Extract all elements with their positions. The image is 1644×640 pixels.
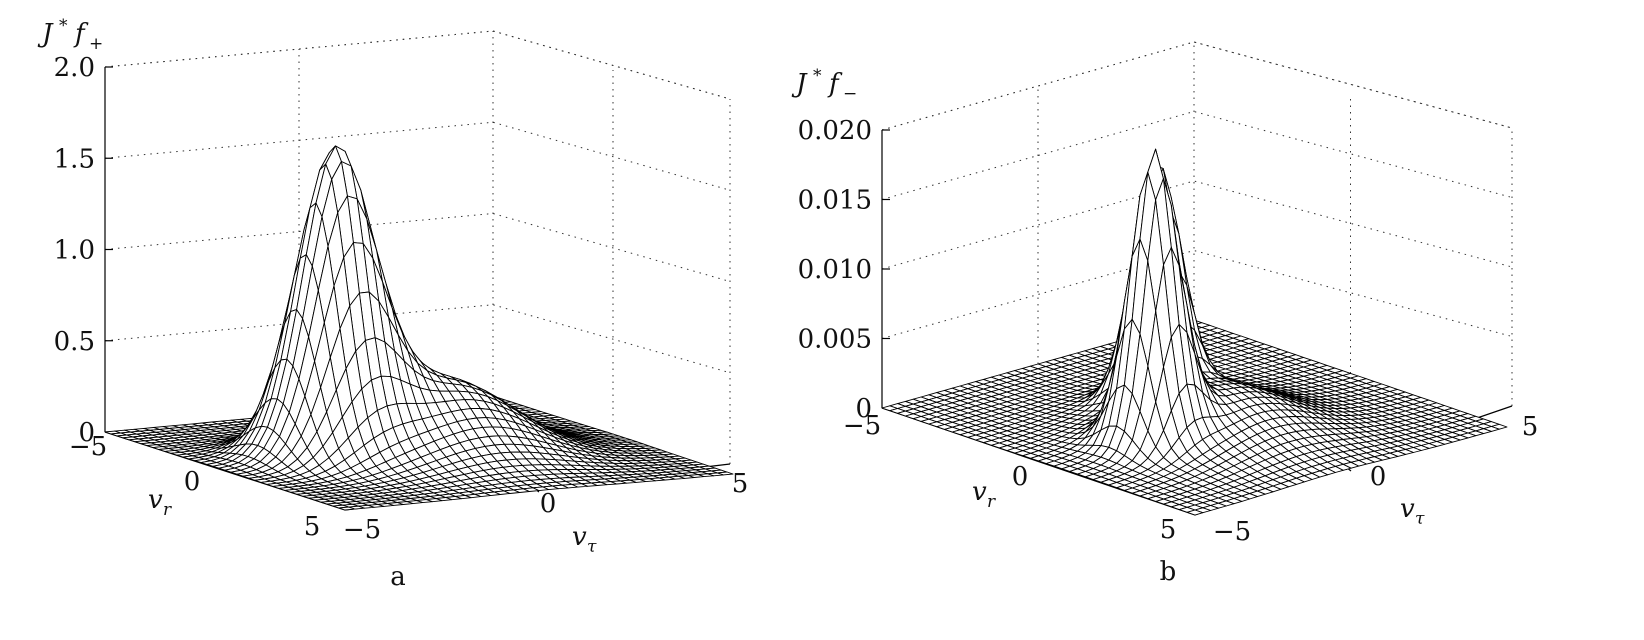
surface-mesh: [104, 145, 734, 511]
svg-text:J: J: [791, 69, 808, 99]
z-tick-label: 0.5: [54, 327, 95, 357]
svg-text:r: r: [163, 500, 172, 520]
vt-tick-label: 5: [732, 469, 749, 499]
svg-text:+: +: [89, 34, 103, 54]
surface-mesh: [881, 148, 1508, 516]
z-tick-label: 0.005: [798, 325, 872, 355]
svg-text:f: f: [73, 19, 89, 49]
z-tick-label: 1.5: [54, 144, 95, 174]
svg-text:r: r: [987, 492, 996, 512]
svg-text:τ: τ: [587, 537, 597, 557]
svg-text:*: *: [813, 66, 822, 86]
vr-tick-label: 0: [1012, 462, 1029, 492]
vt-tick-label: −5: [1213, 517, 1251, 547]
svg-text:v: v: [572, 522, 587, 552]
vt-tick-label: 0: [1370, 462, 1387, 492]
vt-tick-label: −5: [343, 515, 381, 545]
vr-tick-label: 0: [184, 467, 201, 497]
vr-tick-label: −5: [843, 411, 881, 441]
vr-tick-label: −5: [69, 432, 107, 462]
svg-text:v: v: [148, 485, 163, 515]
z-tick-label: 0.015: [798, 186, 872, 216]
svg-text:τ: τ: [1415, 509, 1425, 529]
panel-caption: a: [390, 562, 406, 592]
vr-tick-label: 5: [304, 512, 321, 542]
panel-caption: b: [1160, 557, 1177, 587]
z-axis: 0 0.5 1.0 1.5 2.0: [54, 53, 113, 448]
vr-tick-label: 5: [1160, 515, 1177, 545]
z-tick-label: 0: [855, 394, 872, 424]
z-tick-label: 0.020: [798, 116, 872, 146]
z-tick-label: 0: [78, 418, 95, 448]
z-tick-label: 2.0: [54, 53, 95, 83]
z-tick-label: 0.010: [798, 255, 872, 285]
svg-text:J: J: [37, 19, 54, 49]
svg-text:f: f: [827, 69, 843, 99]
z-axis-label: J * f −: [791, 66, 857, 104]
z-tick-label: 1.0: [54, 236, 95, 266]
vt-tick-label: 5: [1522, 412, 1539, 442]
svg-text:−: −: [843, 84, 857, 104]
z-axis: 0 0.005 0.010 0.015 0.020: [798, 116, 890, 424]
z-axis-label: J * f +: [37, 16, 103, 54]
svg-text:v: v: [1400, 494, 1415, 524]
svg-text:*: *: [59, 16, 68, 36]
svg-text:v: v: [972, 477, 987, 507]
vt-tick-label: 0: [540, 489, 557, 519]
